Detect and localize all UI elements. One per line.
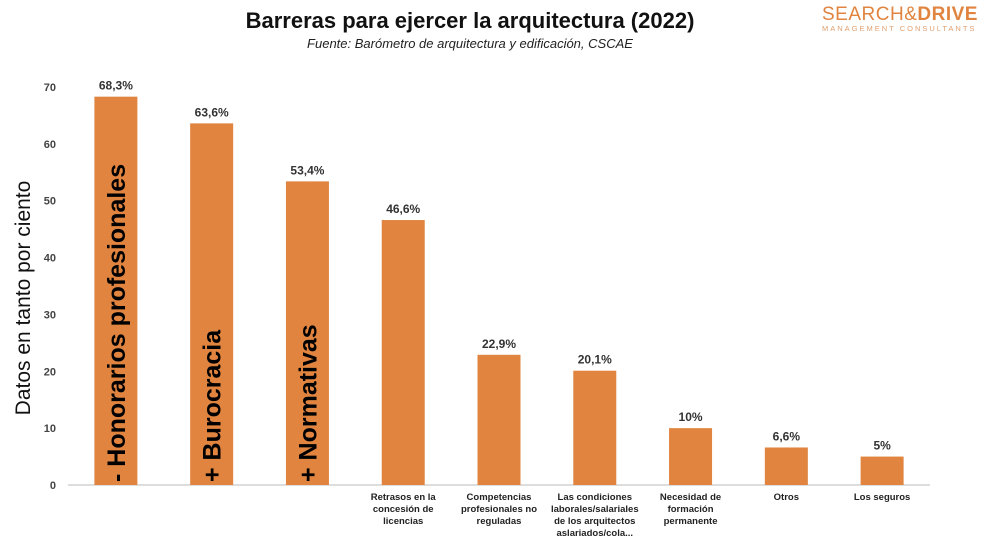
category-label: Los seguros (854, 492, 911, 503)
category-label: Competencias (467, 492, 532, 503)
category-label: permanente (664, 516, 718, 527)
y-tick-label: 20 (44, 366, 56, 378)
category-label: licencias (383, 516, 423, 527)
y-tick-label: 70 (44, 82, 56, 94)
category-label: Retrasos en la (371, 492, 437, 503)
data-label: 5% (873, 439, 891, 453)
y-tick-label: 60 (44, 139, 56, 151)
bar-annotation: + Normativas (294, 324, 322, 482)
data-label: 63,6% (195, 105, 229, 119)
search-drive-logo: SEARCH&DRIVE MANAGEMENT CONSULTANTS (822, 4, 992, 38)
logo-text-right: DRIVE (917, 4, 978, 25)
y-tick-label: 50 (44, 196, 56, 208)
category-label: reguladas (477, 516, 522, 527)
bar (381, 220, 425, 485)
bar (190, 123, 234, 485)
data-label: 22,9% (482, 337, 516, 351)
chart-subtitle: Fuente: Barómetro de arquitectura y edif… (307, 36, 633, 51)
bar-annotation: + Burocracia (199, 329, 227, 482)
category-label: formación (668, 504, 714, 515)
y-tick-label: 40 (44, 253, 56, 265)
bar (477, 354, 521, 485)
bar (573, 370, 617, 485)
category-label: de los arquitectos (554, 516, 635, 527)
category-label: laborales/salariales (551, 504, 639, 515)
y-tick-label: 30 (44, 309, 56, 321)
y-tick-label: 10 (44, 423, 56, 435)
category-label: concesión de (373, 504, 434, 515)
logo-ampersand: & (904, 4, 918, 25)
y-tick-label: 0 (50, 480, 56, 492)
data-label: 6,6% (773, 429, 801, 443)
category-label: aslariados/cola... (556, 528, 633, 539)
bar (860, 456, 904, 485)
data-label: 53,4% (290, 163, 324, 177)
bar-annotation: - Honorarios profesionales (103, 164, 131, 482)
data-label: 46,6% (386, 202, 420, 216)
logo-text-left: SEARCH (822, 4, 905, 25)
bar (285, 181, 329, 485)
bar (764, 447, 808, 485)
bar (94, 96, 138, 485)
y-axis-label: Datos en tanto por ciento (12, 181, 35, 416)
category-label: Otros (774, 492, 799, 503)
logo-tagline: MANAGEMENT CONSULTANTS (822, 24, 977, 33)
category-label: Las condiciones (558, 492, 632, 503)
category-label: profesionales no (461, 504, 537, 515)
data-label: 10% (679, 410, 703, 424)
data-label: 68,3% (99, 79, 133, 93)
data-label: 20,1% (578, 353, 612, 367)
category-label: Necesidad de (660, 492, 721, 503)
chart-title: Barreras para ejercer la arquitectura (2… (245, 8, 695, 33)
bar (669, 428, 713, 485)
